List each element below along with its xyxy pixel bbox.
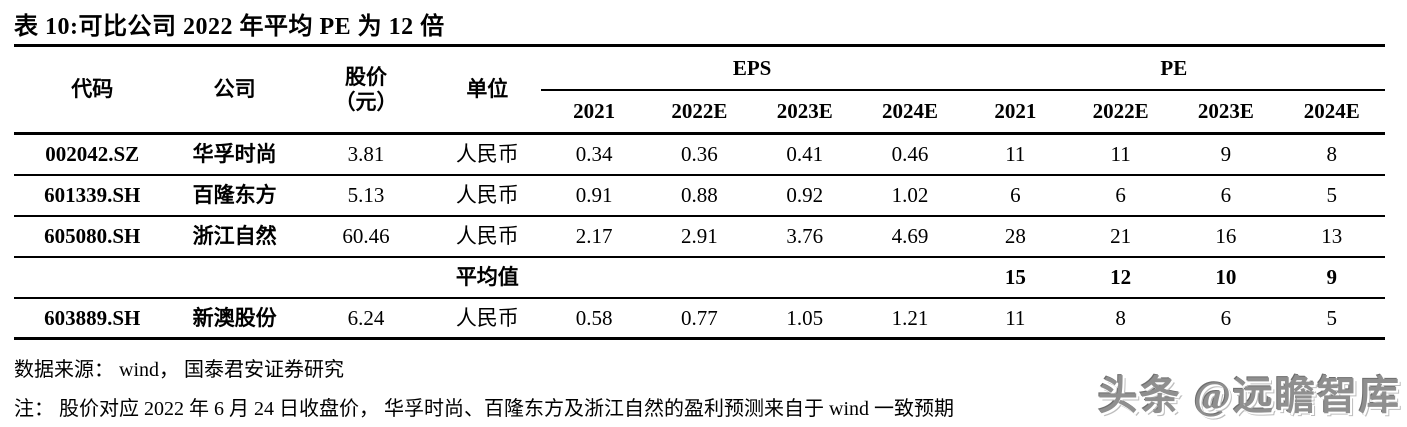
table-row-average: 平均值 15 12 10 9 xyxy=(14,256,1385,299)
cell-unit: 人民币 xyxy=(433,215,542,258)
cell-unit: 人民币 xyxy=(433,174,542,217)
cell-eps-2024e: 4.69 xyxy=(857,215,963,258)
cell-eps-2024e: 0.46 xyxy=(857,133,963,176)
table-title: 表 10:可比公司 2022 年平均 PE 为 12 倍 xyxy=(14,14,445,40)
col-header-eps-2022e: 2022E xyxy=(646,89,753,135)
cell-eps-2023e: 1.05 xyxy=(752,297,858,340)
cell-price: 6.24 xyxy=(298,297,434,340)
cell-pe-2022e: 21 xyxy=(1067,215,1174,258)
cell-code: 601339.SH xyxy=(14,174,171,217)
cell-pe-2021: 6 xyxy=(962,174,1068,217)
cell-code: 605080.SH xyxy=(14,215,171,258)
cell-code: 002042.SZ xyxy=(14,133,171,176)
cell-company: 浙江自然 xyxy=(170,215,299,258)
cell-pe-2023e: 6 xyxy=(1173,297,1279,340)
cell-eps-2022e: 0.77 xyxy=(646,297,753,340)
cell-eps-2022e: 2.91 xyxy=(646,215,753,258)
cell-pe-2021: 28 xyxy=(962,215,1068,258)
cell-pe-2023e: 10 xyxy=(1173,256,1279,299)
cell-eps-2022e: 0.88 xyxy=(646,174,753,217)
cell-pe-2022e: 12 xyxy=(1067,256,1174,299)
watermark-text: 头条 @远瞻智库 xyxy=(1097,373,1401,418)
table-row-zhejiang: 605080.SH 浙江自然 60.46 人民币 2.17 2.91 3.76 … xyxy=(14,215,1385,258)
cell-eps-2023e: 0.92 xyxy=(752,174,858,217)
col-header-pe-2023e: 2023E xyxy=(1173,89,1279,135)
cell-eps-2022e: 0.36 xyxy=(646,133,753,176)
cell-company: 新澳股份 xyxy=(170,297,299,340)
header-row-years: 2021 2022E 2023E 2024E 2021 2022E 2023E … xyxy=(14,89,1385,135)
cell-pe-2023e: 9 xyxy=(1173,133,1279,176)
cell-eps-2021: 0.58 xyxy=(541,297,647,340)
cell-average-label: 平均值 xyxy=(433,256,542,299)
cell-pe-2022e: 6 xyxy=(1067,174,1174,217)
col-header-eps-2023e: 2023E xyxy=(752,89,858,135)
cell-pe-2024e: 9 xyxy=(1278,256,1385,299)
cell-pe-2024e: 8 xyxy=(1278,133,1385,176)
cell-empty xyxy=(857,256,963,299)
cell-pe-2021: 11 xyxy=(962,297,1068,340)
table-row-bailong: 601339.SH 百隆东方 5.13 人民币 0.91 0.88 0.92 1… xyxy=(14,174,1385,217)
cell-unit: 人民币 xyxy=(433,297,542,340)
cell-eps-2023e: 0.41 xyxy=(752,133,858,176)
header-row-groups: 代码 公司 股价 （元） 单位 EPS PE xyxy=(14,45,1385,135)
cell-company: 华孚时尚 xyxy=(170,133,299,176)
cell-code: 603889.SH xyxy=(14,297,171,340)
group-header-pe: PE xyxy=(962,45,1385,91)
cell-empty xyxy=(752,256,858,299)
cell-eps-2024e: 1.21 xyxy=(857,297,963,340)
col-header-eps-2024e: 2024E xyxy=(857,89,963,135)
cell-eps-2021: 0.91 xyxy=(541,174,647,217)
cell-empty xyxy=(14,256,171,299)
col-header-company: 公司 xyxy=(170,45,299,135)
comparable-companies-table: 代码 公司 股价 （元） 单位 EPS PE 2021 2022E 2023E … xyxy=(14,44,1385,340)
cell-eps-2021: 2.17 xyxy=(541,215,647,258)
cell-pe-2021: 11 xyxy=(962,133,1068,176)
cell-price: 5.13 xyxy=(298,174,434,217)
cell-empty xyxy=(646,256,753,299)
col-header-pe-2022e: 2022E xyxy=(1067,89,1174,135)
col-header-code: 代码 xyxy=(14,45,171,135)
col-header-eps-2021: 2021 xyxy=(541,89,647,135)
col-header-unit: 单位 xyxy=(433,45,542,135)
group-header-eps: EPS xyxy=(541,45,963,91)
col-header-pe-2024e: 2024E xyxy=(1278,89,1385,135)
table-row-xinao: 603889.SH 新澳股份 6.24 人民币 0.58 0.77 1.05 1… xyxy=(14,297,1385,340)
cell-company: 百隆东方 xyxy=(170,174,299,217)
cell-pe-2023e: 6 xyxy=(1173,174,1279,217)
cell-empty xyxy=(541,256,647,299)
cell-pe-2024e: 13 xyxy=(1278,215,1385,258)
cell-eps-2021: 0.34 xyxy=(541,133,647,176)
cell-empty xyxy=(298,256,434,299)
cell-price: 60.46 xyxy=(298,215,434,258)
cell-eps-2024e: 1.02 xyxy=(857,174,963,217)
cell-pe-2023e: 16 xyxy=(1173,215,1279,258)
col-header-price: 股价 （元） xyxy=(298,45,434,135)
data-source-text: 数据来源： wind， 国泰君安证券研究 xyxy=(14,359,344,381)
cell-pe-2024e: 5 xyxy=(1278,297,1385,340)
cell-price: 3.81 xyxy=(298,133,434,176)
cell-pe-2021: 15 xyxy=(962,256,1068,299)
cell-eps-2023e: 3.76 xyxy=(752,215,858,258)
cell-pe-2022e: 11 xyxy=(1067,133,1174,176)
table-row-huafu: 002042.SZ 华孚时尚 3.81 人民币 0.34 0.36 0.41 0… xyxy=(14,133,1385,176)
cell-unit: 人民币 xyxy=(433,133,542,176)
col-header-price-line1: 股价 xyxy=(344,65,387,90)
cell-pe-2022e: 8 xyxy=(1067,297,1174,340)
col-header-pe-2021: 2021 xyxy=(962,89,1068,135)
col-header-price-line2: （元） xyxy=(334,89,398,114)
cell-empty xyxy=(170,256,299,299)
footnote-text: 注： 股价对应 2022 年 6 月 24 日收盘价， 华孚时尚、百隆东方及浙江… xyxy=(14,398,954,420)
cell-pe-2024e: 5 xyxy=(1278,174,1385,217)
